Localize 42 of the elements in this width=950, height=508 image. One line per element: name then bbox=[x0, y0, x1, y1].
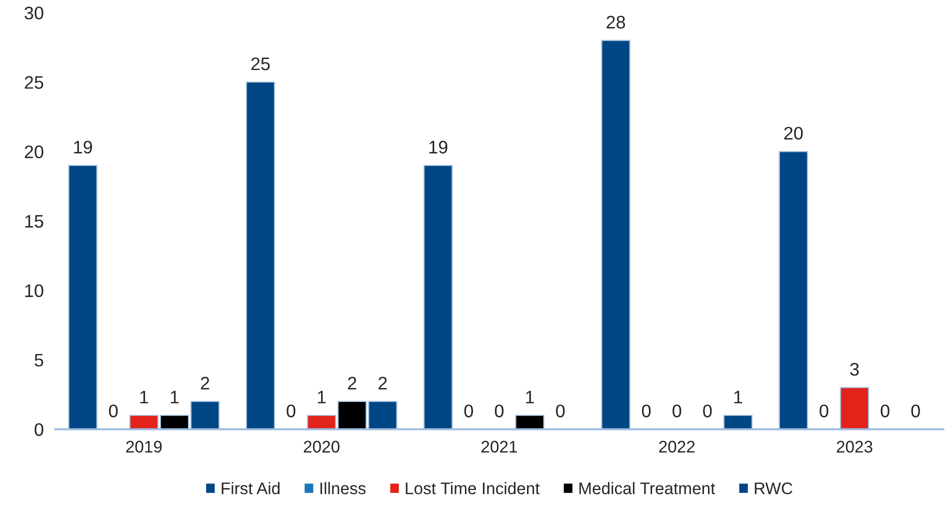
data-label: 0 bbox=[556, 404, 565, 418]
data-label: 1 bbox=[140, 390, 148, 404]
data-label: 20 bbox=[784, 126, 803, 140]
x-tick-label: 2023 bbox=[836, 440, 872, 453]
x-tick-label: 2020 bbox=[304, 440, 340, 453]
data-label: 0 bbox=[642, 404, 651, 418]
data-label: 19 bbox=[429, 140, 448, 154]
y-tick-label: 20 bbox=[24, 145, 44, 158]
data-label: 3 bbox=[850, 362, 859, 376]
data-label: 1 bbox=[734, 390, 742, 404]
y-tick-label: 15 bbox=[25, 215, 44, 228]
legend-label: Illness bbox=[320, 482, 366, 494]
data-label: 1 bbox=[526, 390, 534, 404]
data-label: 0 bbox=[911, 404, 920, 418]
x-tick-label: 2021 bbox=[482, 440, 517, 453]
y-tick-label: 25 bbox=[24, 76, 44, 89]
x-tick-label: 2019 bbox=[126, 440, 162, 453]
legend-label: Lost Time Incident bbox=[406, 482, 540, 494]
data-label: 0 bbox=[286, 404, 296, 418]
y-tick-label: 10 bbox=[25, 284, 44, 298]
y-tick-label: 0 bbox=[34, 423, 44, 436]
data-label: 1 bbox=[170, 390, 179, 404]
data-label: 0 bbox=[672, 404, 682, 418]
x-tick-label: 2022 bbox=[659, 440, 695, 453]
data-label: 28 bbox=[606, 16, 626, 29]
legend-label: RWC bbox=[754, 482, 792, 494]
data-label: 0 bbox=[880, 404, 890, 418]
data-label: 2 bbox=[200, 376, 210, 390]
data-label: 19 bbox=[74, 140, 92, 154]
data-label: 25 bbox=[251, 57, 270, 70]
y-tick-label: 5 bbox=[34, 354, 44, 367]
data-label: 0 bbox=[703, 404, 712, 418]
data-label: 1 bbox=[318, 390, 326, 404]
data-label: 2 bbox=[348, 376, 356, 390]
legend-label: Medical Treatment bbox=[579, 482, 716, 494]
data-label: 0 bbox=[464, 404, 473, 418]
data-label: 0 bbox=[109, 404, 118, 418]
y-tick-label: 30 bbox=[24, 6, 44, 20]
legend-label: First Aid bbox=[222, 482, 280, 494]
data-label: 0 bbox=[820, 404, 828, 418]
data-label: 0 bbox=[494, 404, 504, 418]
data-label: 2 bbox=[378, 376, 387, 390]
